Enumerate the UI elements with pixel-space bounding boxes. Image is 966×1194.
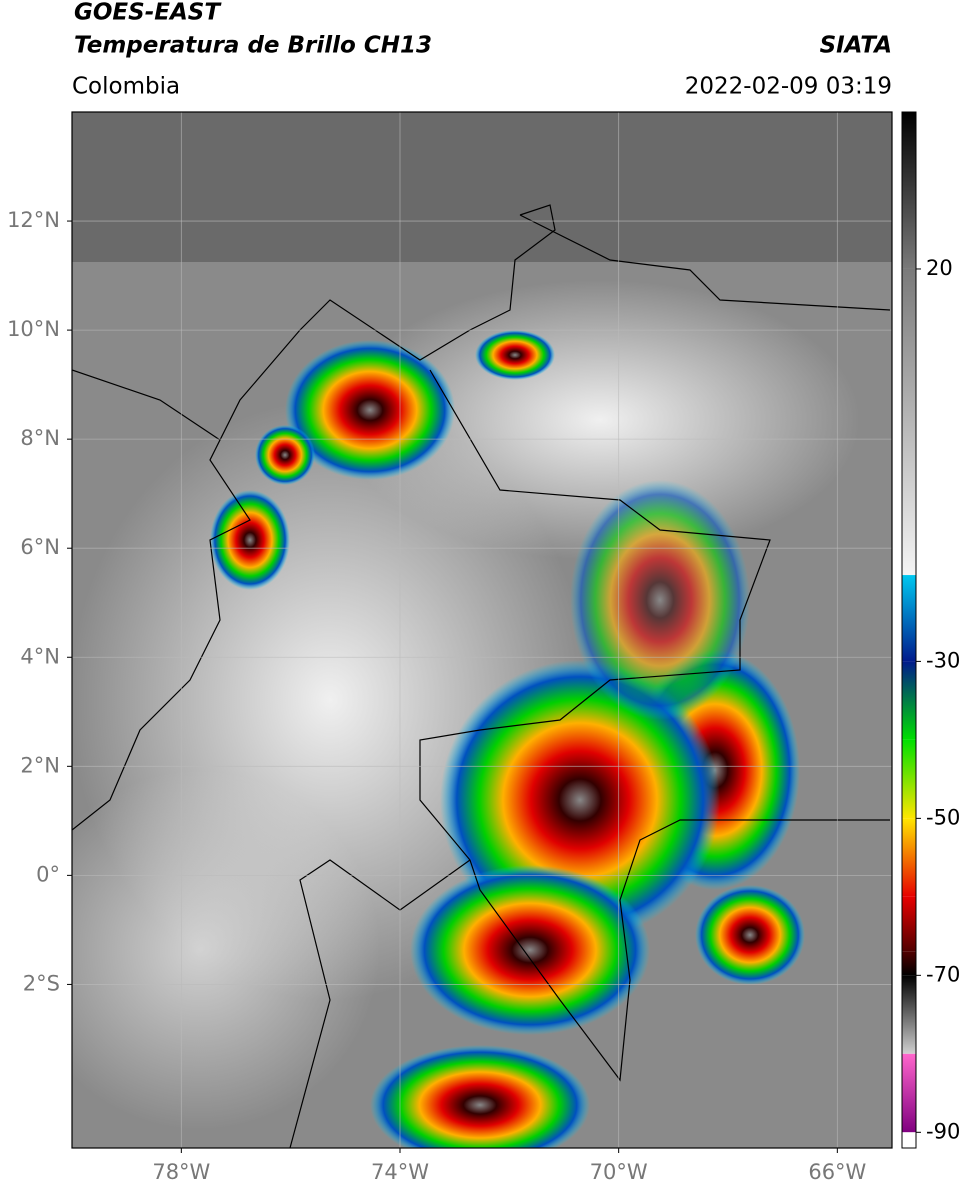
satellite-image [72,112,892,1148]
sea-dark [72,112,892,262]
storm [475,330,555,380]
region: Colombia [72,74,180,100]
storm [370,1045,590,1148]
y-tick-label: 0° [36,862,60,886]
source: SIATA [820,33,892,59]
x-tick-label: 66°W [808,1160,866,1184]
colorbar-segment [902,739,916,819]
title: GOES-EAST [74,0,222,26]
map-frame [71,111,893,1149]
storm [210,490,290,590]
colorbar-segment [902,1132,916,1148]
colorbar-tick-label: -70 [926,962,960,986]
colorbar-tick-label: -50 [926,805,960,829]
colorbar-segment [902,975,916,1054]
storm [570,480,750,720]
y-tick-label: 2°N [20,753,60,777]
storm [410,865,650,1035]
y-tick-label: 12°N [7,208,60,232]
storm [285,340,455,480]
y-tick-label: 4°N [20,644,60,668]
y-tick-label: 6°N [20,535,60,559]
colorbar-tick-label: -30 [926,648,960,672]
grid [72,112,892,1148]
borders [72,204,891,1148]
colorbar-tick-label: 20 [926,256,953,280]
storm [255,425,315,485]
cloud [340,280,860,560]
colorbar-segment [902,951,916,976]
subtitle: Temperatura de Brillo CH13 [74,33,432,59]
timestamp: 2022-02-09 03:19 [685,74,892,100]
x-tick-label: 78°W [152,1160,210,1184]
colorbar-frame [901,111,917,1149]
x-tick-label: 70°W [590,1160,648,1184]
cloud [72,770,380,1130]
colorbar-segment [902,268,916,576]
y-tick-label: 10°N [7,317,60,341]
storm [695,885,805,985]
colorbar-segment [902,818,916,897]
colorbar-segment [902,896,916,952]
y-tick-label: 8°N [20,426,60,450]
colorbar-segment [902,1053,916,1133]
colorbar-tick-label: -90 [926,1119,960,1143]
y-tick-label: 2°S [23,971,60,995]
colorbar-segment [902,661,916,740]
colorbar-segment [902,112,916,269]
x-tick-label: 74°W [371,1160,429,1184]
colorbar-segment [902,575,916,662]
